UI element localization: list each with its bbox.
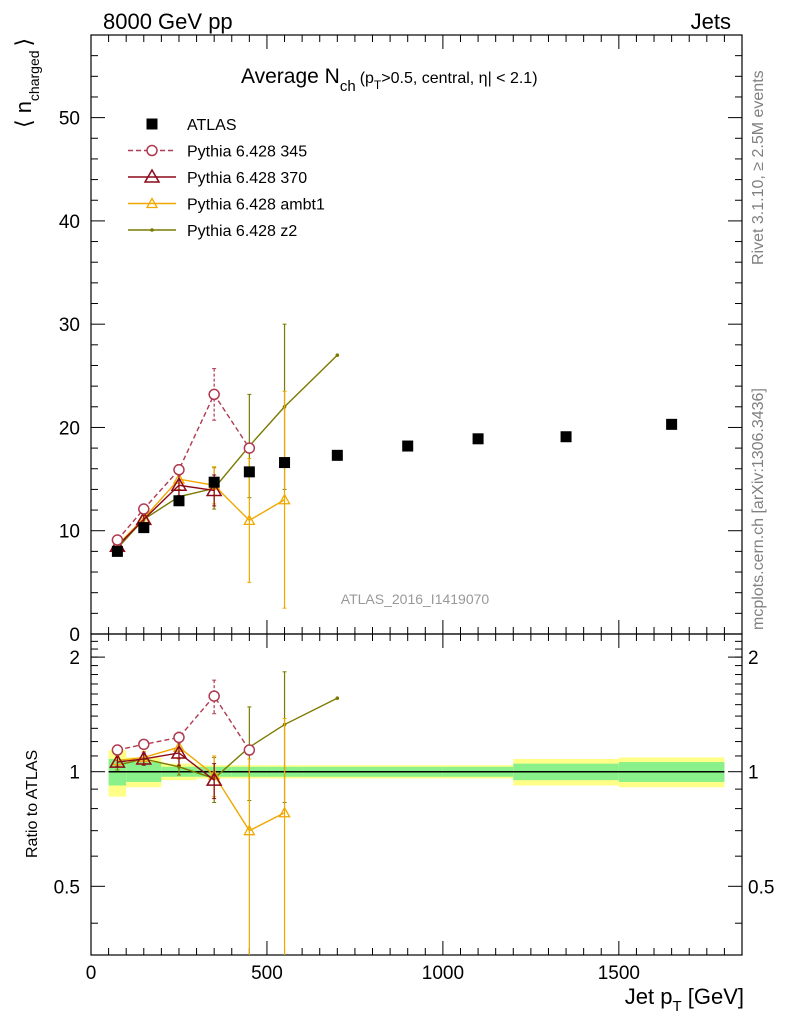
y-tick-label: 20: [59, 418, 80, 439]
marker-square: [331, 449, 343, 461]
marker-dot: [177, 765, 181, 769]
x-tick-label: 0: [86, 963, 97, 984]
marker-dot: [335, 353, 340, 357]
ratio-y-tick-label: 1: [69, 763, 80, 784]
y-tick-label: 30: [59, 315, 80, 336]
ratio-y-tick-label: 0.5: [54, 877, 80, 898]
main-ylabel: ⟨ ncharged⟩: [11, 38, 42, 128]
marker-triangle: [205, 771, 223, 786]
marker-dot: [335, 696, 340, 700]
header-right: Jets: [691, 9, 731, 34]
marker-circle: [173, 731, 185, 744]
y-tick-label: 40: [59, 212, 80, 233]
marker-square: [146, 118, 158, 130]
marker-triangle: [109, 753, 126, 768]
marker-triangle: [143, 168, 161, 183]
xlabel: Jet pT [GeV]: [625, 984, 744, 1015]
marker-dot: [150, 228, 154, 232]
mcplots-label: mcplots.cern.ch [arXiv:1306.3436]: [750, 388, 767, 630]
marker-triangle-small: [243, 514, 256, 526]
marker-circle: [243, 744, 256, 756]
marker-circle: [111, 534, 124, 546]
marker-triangle: [205, 481, 223, 497]
legend-label: Pythia 6.428 z2: [187, 223, 297, 240]
marker-triangle: [170, 744, 188, 759]
series-line: [117, 752, 215, 781]
marker-triangle-small: [243, 824, 256, 836]
marker-circle: [208, 690, 220, 702]
marker-square: [666, 418, 678, 430]
marker-square: [402, 440, 414, 452]
header-left: 8000 GeV pp: [103, 9, 233, 34]
ratio-y-tick-label: 2: [69, 648, 80, 669]
x-tick-label: 1000: [422, 963, 464, 984]
marker-circle: [138, 503, 150, 515]
ratio-y-tick-label-right: 0.5: [748, 877, 774, 898]
analysis-watermark: ATLAS_2016_I1419070: [341, 591, 490, 607]
series-line: [116, 484, 215, 547]
marker-circle: [146, 144, 158, 157]
series-line: [117, 694, 250, 751]
marker-square: [560, 431, 572, 443]
marker-triangle-small: [278, 806, 291, 818]
legend: ATLAS Pythia 6.428 345 Pythia 6.428 370 Pyt…: [128, 117, 325, 240]
marker-circle: [173, 464, 185, 476]
legend-label: Pythia 6.428 370: [187, 170, 307, 187]
marker-square: [208, 476, 220, 488]
main-panel: 0 10 20 30 40 50: [59, 34, 743, 955]
marker-square: [111, 545, 123, 557]
marker-triangle-small: [145, 197, 159, 209]
y-tick-label: 10: [59, 522, 80, 543]
marker-triangle: [170, 476, 188, 492]
ratio-y-tick-label-right: 2: [748, 648, 759, 669]
marker-circle: [138, 738, 150, 751]
marker-square: [243, 466, 255, 478]
y-tick-label: 0: [69, 625, 80, 646]
series-line: [116, 354, 338, 549]
main-title: Average Nch (pT>0.5, central, η| < 2.1): [241, 65, 538, 95]
legend-label: Pythia 6.428 345: [187, 144, 307, 161]
marker-circle: [243, 442, 256, 454]
series-line: [117, 746, 285, 832]
x-tick-label: 1500: [598, 963, 640, 984]
legend-label: ATLAS: [187, 117, 237, 134]
y-tick-label: 50: [59, 109, 80, 130]
ratio-y-tick-label-right: 1: [748, 763, 759, 784]
x-tick-label: 500: [251, 963, 283, 984]
rivet-label: Rivet 3.1.10, ≥ 2.5M events: [750, 70, 767, 265]
marker-square: [138, 522, 150, 534]
ratio-ylabel: Ratio to ATLAS: [24, 750, 41, 858]
ratio-frame: [90, 633, 743, 956]
marker-square: [472, 433, 484, 445]
marker-triangle-small: [278, 493, 291, 505]
legend-label: Pythia 6.428 ambt1: [187, 197, 325, 214]
marker-circle: [111, 744, 124, 756]
marker-square: [279, 457, 291, 469]
marker-triangle: [135, 750, 153, 765]
ratio-panel: 0 500 1000 1500 0.5 0.5 1 1 2 2: [54, 633, 774, 984]
marker-circle: [208, 388, 220, 401]
series-line: [116, 392, 250, 541]
marker-square: [173, 495, 185, 507]
